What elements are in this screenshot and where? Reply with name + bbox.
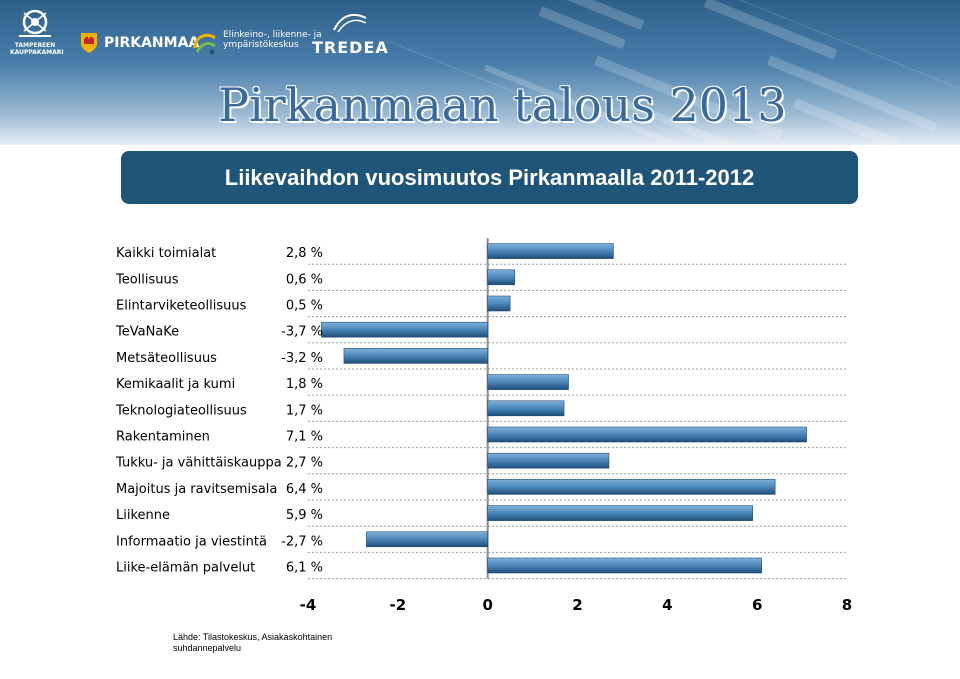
source-note: Lähde: Tilastokeskus, Asiakaskohtainen s… (173, 632, 333, 653)
bar (487, 374, 569, 390)
value-label: -2,7 % (281, 534, 323, 549)
bar (487, 295, 511, 312)
value-label: 0,6 % (286, 272, 323, 287)
category-label: Liikenne (116, 508, 170, 523)
bar (487, 426, 807, 443)
bar (343, 348, 488, 364)
tampere-crest-icon (19, 9, 51, 37)
pirkanmaa-logo: PIRKANMAA (80, 32, 199, 54)
ely-swirl-icon (193, 33, 216, 55)
ely-logo-line-2: ympäristökeskus (223, 40, 299, 50)
value-label: 1,8 % (286, 377, 323, 392)
bar (487, 505, 753, 521)
category-label: Kemikaalit ja kumi (116, 377, 235, 392)
category-label: Teknologiateollisuus (115, 403, 247, 418)
value-label: 1,7 % (286, 403, 323, 418)
bar (487, 400, 565, 417)
tampere-logo-line-1: TAMPEREEN (14, 42, 56, 49)
x-tick-label: 2 (572, 596, 582, 614)
pirkanmaa-shield-icon (81, 33, 97, 53)
category-label: Tukku- ja vähittäiskauppa (115, 456, 282, 471)
tredea-wave-icon (333, 13, 367, 33)
x-tick-label: 0 (482, 596, 492, 614)
category-label: Liike-elämän palvelut (116, 561, 255, 576)
background-chart-graphic (387, 0, 960, 145)
value-label: 0,5 % (286, 299, 323, 314)
tampere-chamber-logo: TAMPEREEN KAUPPAKAMARI (10, 8, 64, 56)
bar (487, 479, 776, 495)
x-tick-label: -2 (389, 596, 406, 614)
x-tick-label: 6 (752, 596, 762, 614)
page-title: Pirkanmaan talous 2013 (218, 78, 787, 132)
bar (321, 321, 488, 338)
tredea-logo: TREDEA (312, 10, 389, 57)
x-tick-label: -4 (300, 596, 317, 614)
bar (487, 243, 614, 259)
bar-chart: Kaikki toimialat 2,8 % Teollisuus 0,6 % Elin… (115, 238, 852, 614)
value-label: 6,1 % (286, 561, 323, 576)
category-label: TeVaNaKe (115, 325, 179, 340)
category-label: Majoitus ja ravitsemisala (116, 482, 277, 497)
value-label: 5,9 % (286, 508, 323, 523)
bar (366, 531, 488, 548)
pirkanmaa-logo-text: PIRKANMAA (104, 35, 200, 51)
ely-centre-logo: Elinkeino-, liikenne- ja ympäristökeskus (192, 30, 322, 56)
value-label: 2,7 % (286, 456, 323, 471)
category-label: Rakentaminen (116, 430, 210, 445)
category-label: Teollisuus (115, 272, 179, 287)
bar (487, 269, 515, 286)
tampere-logo-line-2: KAUPPAKAMARI (10, 49, 64, 56)
value-label: 7,1 % (286, 430, 323, 445)
value-label: 2,8 % (286, 246, 323, 261)
chart-title: Liikevaihdon vuosimuutos Pirkanmaalla 20… (224, 164, 755, 190)
value-label: -3,7 % (281, 325, 323, 340)
value-label: 6,4 % (286, 482, 323, 497)
header-banner: TAMPEREEN KAUPPAKAMARI PIRKANMAA Elinkei… (0, 0, 960, 145)
value-label: -3,2 % (281, 351, 323, 366)
category-label: Kaikki toimialat (116, 246, 216, 261)
ely-logo-line-1: Elinkeino-, liikenne- ja (223, 30, 322, 40)
bar (487, 557, 762, 574)
chart-subtitle-box: Liikevaihdon vuosimuutos Pirkanmaalla 20… (121, 151, 858, 204)
category-label: Metsäteollisuus (116, 351, 217, 366)
category-label: Elintarviketeollisuus (116, 299, 247, 314)
bar (487, 452, 610, 469)
x-tick-label: 4 (662, 596, 672, 614)
category-label: Informaatio ja viestintä (116, 534, 267, 549)
x-tick-label: 8 (842, 596, 852, 614)
tredea-logo-text: TREDEA (312, 38, 389, 57)
